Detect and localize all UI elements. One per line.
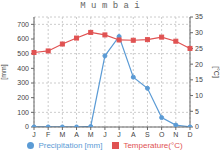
svg-text:300: 300: [17, 79, 29, 86]
svg-text:35: 35: [195, 13, 203, 20]
svg-text:A: A: [74, 131, 79, 138]
svg-text:F: F: [46, 131, 50, 138]
svg-text:30: 30: [195, 29, 203, 36]
svg-text:J: J: [32, 131, 36, 138]
svg-text:600: 600: [17, 35, 29, 42]
svg-text:D: D: [187, 131, 192, 138]
svg-text:200: 200: [17, 94, 29, 101]
svg-text:5: 5: [195, 108, 199, 115]
svg-text:N: N: [173, 131, 178, 138]
svg-text:A: A: [131, 131, 136, 138]
svg-text:J: J: [103, 131, 107, 138]
svg-text:J: J: [117, 131, 121, 138]
html-text:Precipitation [mm]: Precipitation [mm]: [38, 141, 103, 150]
svg-text:0: 0: [25, 123, 29, 130]
svg-text:25: 25: [195, 45, 203, 52]
svg-text:700: 700: [17, 21, 29, 28]
svg-text:15: 15: [195, 76, 203, 83]
svg-text:[mm]: [mm]: [8, 64, 9, 80]
html-text:M u m b a i: M u m b a i: [80, 1, 140, 11]
svg-text:S: S: [145, 131, 150, 138]
svg-text:M: M: [59, 131, 65, 138]
svg-text:10: 10: [195, 92, 203, 99]
svg-text:O: O: [159, 131, 165, 138]
svg-text:20: 20: [195, 61, 203, 68]
svg-text:0: 0: [195, 123, 199, 130]
svg-text:M: M: [88, 131, 94, 138]
svg-text:100: 100: [17, 109, 29, 116]
svg-text:400: 400: [17, 65, 29, 72]
html-text:Temperature(°C): Temperature(°C): [123, 141, 183, 150]
svg-text:[°C]: [°C]: [212, 66, 213, 78]
svg-text:500: 500: [17, 50, 29, 57]
